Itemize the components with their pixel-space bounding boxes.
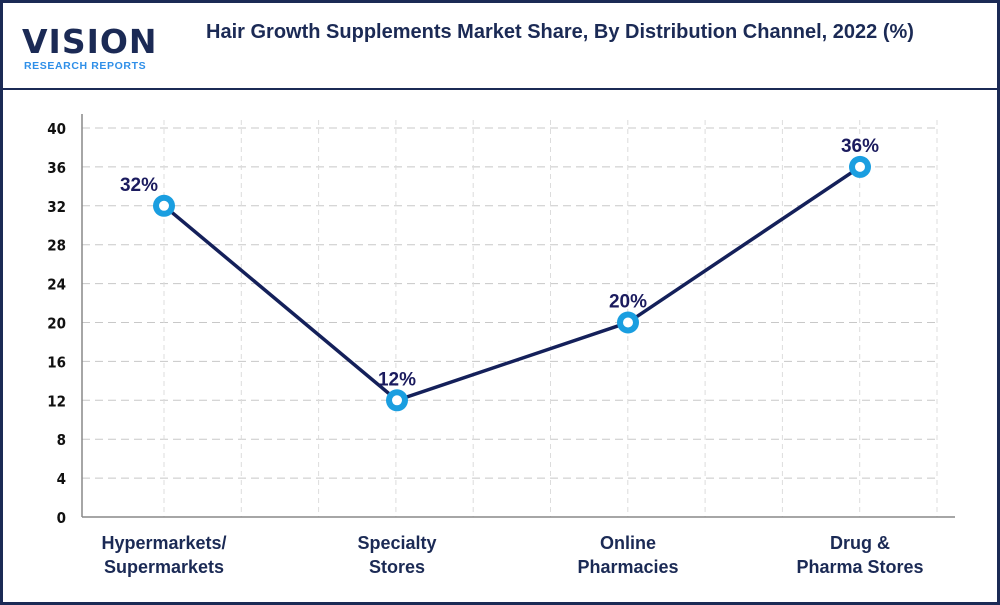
- x-category-label: Pharma Stores: [796, 557, 923, 577]
- y-tick-label: 4: [57, 470, 66, 488]
- data-label: 36%: [841, 136, 879, 157]
- x-category-label: Hypermarkets/: [101, 533, 226, 553]
- series-line: [162, 165, 861, 403]
- x-category-label: Specialty: [357, 533, 436, 553]
- data-label: 32%: [120, 175, 158, 196]
- x-category-label: Supermarkets: [104, 557, 224, 577]
- chart-title: Hair Growth Supplements Market Share, By…: [206, 21, 914, 43]
- data-label: 20%: [609, 292, 647, 313]
- logo-subtitle: RESEARCH REPORTS: [24, 60, 147, 72]
- x-category-label: Pharmacies: [577, 557, 678, 577]
- y-tick-label: 24: [47, 276, 66, 294]
- x-category-label: Drug &: [830, 533, 890, 553]
- logo: VISION RESEARCH REPORTS: [22, 22, 157, 74]
- y-tick-label: 28: [47, 237, 66, 255]
- data-point-marker-center: [392, 395, 402, 406]
- x-category-label: Online: [600, 533, 656, 553]
- y-tick-label: 8: [57, 431, 66, 449]
- y-tick-label: 20: [47, 315, 66, 333]
- data-point-marker-center: [623, 317, 633, 328]
- logo-word: VISION: [22, 22, 158, 61]
- y-tick-label: 0: [57, 509, 66, 527]
- x-category-label: Stores: [369, 557, 425, 577]
- y-tick-label: 16: [47, 353, 66, 371]
- data-label: 12%: [378, 369, 416, 390]
- header-divider: [0, 88, 1000, 90]
- data-point-marker-center: [855, 161, 865, 172]
- y-tick-label: 40: [47, 120, 66, 138]
- y-tick-label: 36: [47, 159, 66, 177]
- data-point-marker-center: [159, 200, 169, 211]
- y-tick-label: 12: [47, 392, 66, 410]
- y-tick-label: 32: [47, 198, 66, 216]
